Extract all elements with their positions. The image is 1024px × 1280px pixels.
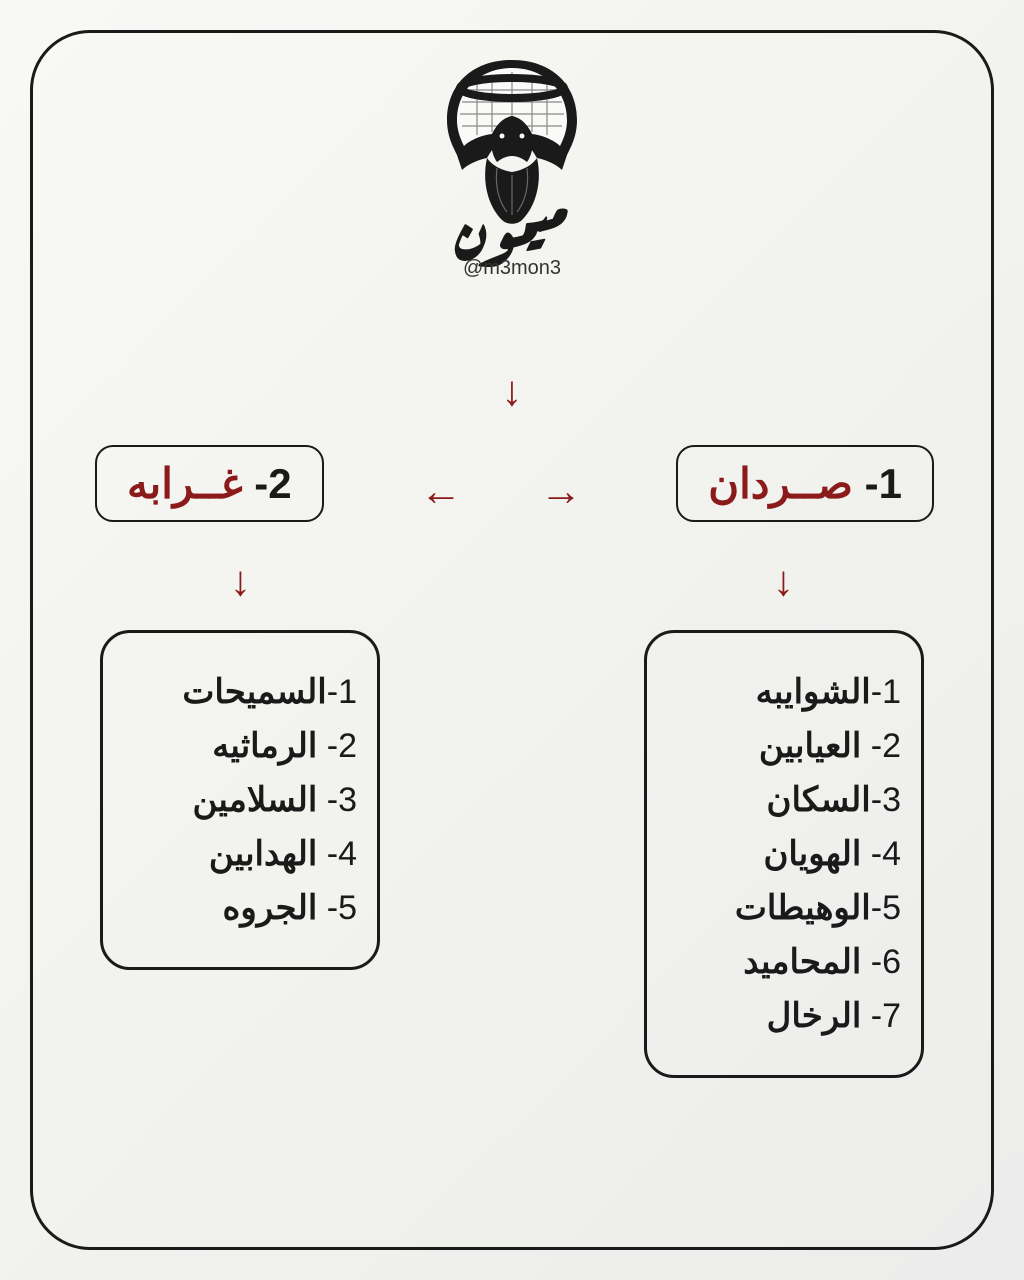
arrow-right-icon: → xyxy=(540,470,582,512)
arrow-down-icon: ↓ xyxy=(773,560,794,602)
branch-right-number: 1- xyxy=(865,460,902,507)
list-item: 3- السلامين xyxy=(123,780,357,820)
arrow-down-icon: ↓ xyxy=(230,560,251,602)
list-item: 5-الوهيطات xyxy=(667,888,901,928)
list-item: 7- الرخال xyxy=(667,996,901,1036)
list-item: 6- المحاميد xyxy=(667,942,901,982)
arrow-down-icon: ↓ xyxy=(502,370,523,412)
list-item: 4- الهدابين xyxy=(123,834,357,874)
logo-area: ميمون @m3mon3 xyxy=(342,50,682,280)
branch-left: 2- غــرابه xyxy=(95,445,324,522)
list-item: 3-السكان xyxy=(667,780,901,820)
branch-right: 1- صــردان xyxy=(676,445,934,522)
social-handle: @m3mon3 xyxy=(342,257,682,280)
list-item: 1-الشوايبه xyxy=(667,672,901,712)
list-item: 2- الرماثيه xyxy=(123,726,357,766)
list-item: 4- الهويان xyxy=(667,834,901,874)
portrait-illustration xyxy=(412,50,612,230)
branch-left-name: غــرابه xyxy=(127,460,243,507)
list-item: 2- العيابين xyxy=(667,726,901,766)
sublist-left: 1-السميحات 2- الرماثيه 3- السلامين 4- ال… xyxy=(100,630,380,970)
branch-right-name: صــردان xyxy=(708,460,853,507)
list-item: 5- الجروه xyxy=(123,888,357,928)
arrow-left-icon: ← xyxy=(420,470,462,512)
branch-left-number: 2- xyxy=(254,460,291,507)
list-item: 1-السميحات xyxy=(123,672,357,712)
sublist-right: 1-الشوايبه 2- العيابين 3-السكان 4- الهوي… xyxy=(644,630,924,1078)
